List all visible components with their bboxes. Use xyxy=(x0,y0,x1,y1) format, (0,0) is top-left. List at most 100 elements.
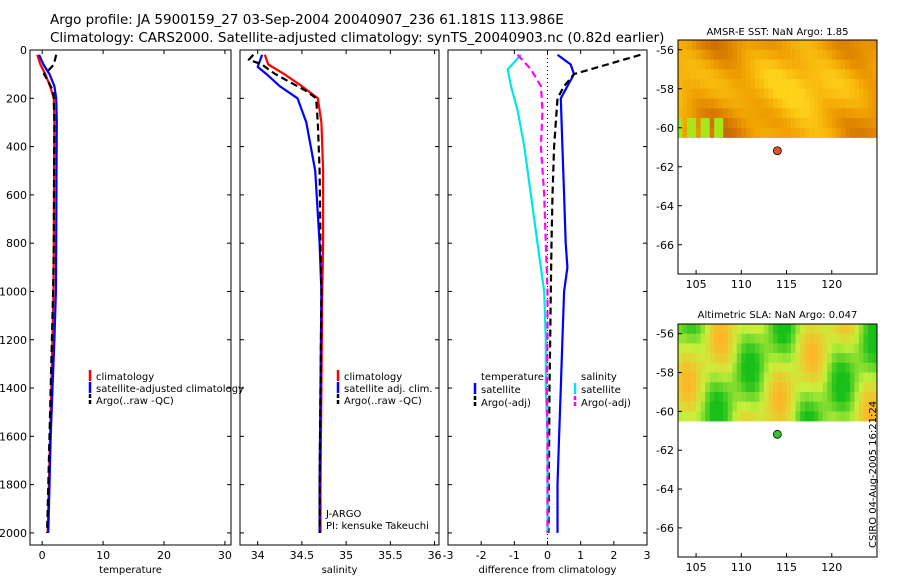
sla-map-cell xyxy=(809,333,814,344)
salinity-annotation-jargo: J-ARGO xyxy=(325,509,362,520)
sla-map-cell xyxy=(868,353,873,364)
sla-map-cell xyxy=(795,392,801,402)
sla-map-cell xyxy=(791,362,796,373)
sla-map-cell xyxy=(804,333,810,344)
sst-map-cell xyxy=(745,88,751,99)
sst-map-cell xyxy=(723,108,728,119)
sla-map-cell xyxy=(718,324,724,334)
sst-map-cell xyxy=(809,88,814,99)
temperature-xtick-label: 10 xyxy=(96,549,110,562)
sla-map-cell xyxy=(845,382,851,393)
sla-map-cell xyxy=(845,401,851,412)
sst-map-cell xyxy=(831,127,837,138)
sst-map-cell xyxy=(868,69,873,80)
sla-map-cell xyxy=(795,333,801,344)
sla-map-cell xyxy=(763,353,769,364)
sst-map-cell xyxy=(714,98,719,109)
sla-map-cell xyxy=(714,353,719,364)
sst-map-ytick-label: -56 xyxy=(656,44,674,57)
difference-series-line-3 xyxy=(516,54,549,533)
sla-map-cell xyxy=(678,353,683,364)
sla-map-cell xyxy=(845,362,851,373)
sla-map-cell xyxy=(840,372,846,383)
sst-map-xtick-label: 105 xyxy=(686,278,707,291)
sst-map-cell xyxy=(768,88,774,99)
sla-map-cell xyxy=(858,382,864,393)
difference-xtick-label: -2 xyxy=(476,549,487,562)
sst-map-cell xyxy=(705,40,710,51)
sst-map-cell xyxy=(795,98,801,109)
temperature-ytick-label: 1400 xyxy=(0,382,27,395)
sla-map-cell xyxy=(809,353,814,364)
sla-map-cell xyxy=(714,401,719,412)
sla-map-cell xyxy=(868,382,873,393)
sst-map-cell xyxy=(813,98,819,109)
sla-map-cell xyxy=(849,333,855,344)
sla-map-cell xyxy=(691,411,697,422)
sla-map-cell xyxy=(736,333,742,344)
sla-map-cell xyxy=(763,401,769,412)
sst-map-cell xyxy=(786,59,792,70)
temperature-ytick-label: 1200 xyxy=(0,334,27,347)
difference-xlabel: difference from climatology xyxy=(479,565,617,576)
sla-map-cell xyxy=(727,343,733,354)
sst-map-cell xyxy=(745,127,751,138)
sst-map-cell xyxy=(840,59,846,70)
sla-map-cell xyxy=(831,333,837,344)
sst-map-cell xyxy=(863,49,869,60)
salinity-legend-entry-2-label: Argo(..raw -QC) xyxy=(344,396,422,407)
sst-map-cell xyxy=(682,98,688,109)
sst-map-cell xyxy=(800,69,805,80)
sla-map-cell xyxy=(723,343,728,354)
sst-map-cell xyxy=(723,40,728,51)
sst-map-cell xyxy=(709,69,715,80)
sst-map-cell xyxy=(791,118,796,129)
sla-map-cell xyxy=(813,401,819,412)
sla-map-cell xyxy=(872,392,878,402)
sla-map-cell xyxy=(818,401,823,412)
sst-map-cell xyxy=(868,79,873,90)
sst-map-cell xyxy=(763,59,769,70)
sst-map-cell xyxy=(687,88,692,99)
sla-map-cell xyxy=(804,382,810,393)
sst-map-cell xyxy=(696,59,701,70)
sla-map-cell xyxy=(786,362,792,373)
sst-map-cell xyxy=(696,79,701,90)
sla-map-cell xyxy=(678,362,683,373)
sla-map-cell xyxy=(763,333,769,344)
sla-map-cell xyxy=(800,372,805,383)
sla-map-cell xyxy=(872,401,878,412)
temperature-legend-entry-0-label: climatology xyxy=(96,372,154,383)
sst-map-cell xyxy=(854,127,860,138)
sst-map-cell xyxy=(705,127,710,138)
sst-map-cell xyxy=(723,79,728,90)
sla-map-cell xyxy=(813,343,819,354)
sla-map-cell xyxy=(700,353,706,364)
sla-map-cell xyxy=(691,333,697,344)
sla-map-cell xyxy=(750,382,756,393)
sla-map-cell xyxy=(840,353,846,364)
sst-map-cell xyxy=(723,69,728,80)
sst-map-cell xyxy=(700,59,706,70)
sst-map-cell xyxy=(863,69,869,80)
sst-map-cell xyxy=(872,108,878,119)
sla-map-cell xyxy=(732,343,738,354)
sla-map-cell xyxy=(727,362,733,373)
sla-map-cell xyxy=(777,401,783,412)
sla-map-cell xyxy=(754,411,760,422)
sla-map-cell xyxy=(845,372,851,383)
sla-map-cell xyxy=(836,343,842,354)
sla-map-cell xyxy=(854,392,860,402)
sla-map-cell xyxy=(759,343,765,354)
sst-map-cell xyxy=(800,127,805,138)
difference-legend-sal-argo-label: Argo(-adj) xyxy=(581,398,631,409)
sla-map-cell xyxy=(809,401,814,412)
sla-map-cell xyxy=(777,372,783,383)
sst-map-cell xyxy=(827,59,833,70)
sst-map-cell xyxy=(845,69,851,80)
sla-map-cell xyxy=(813,411,819,422)
sst-map-cell xyxy=(732,118,738,129)
sst-map-cell xyxy=(845,40,851,51)
sla-map-cell xyxy=(736,362,742,373)
sla-map-cell xyxy=(750,372,756,383)
